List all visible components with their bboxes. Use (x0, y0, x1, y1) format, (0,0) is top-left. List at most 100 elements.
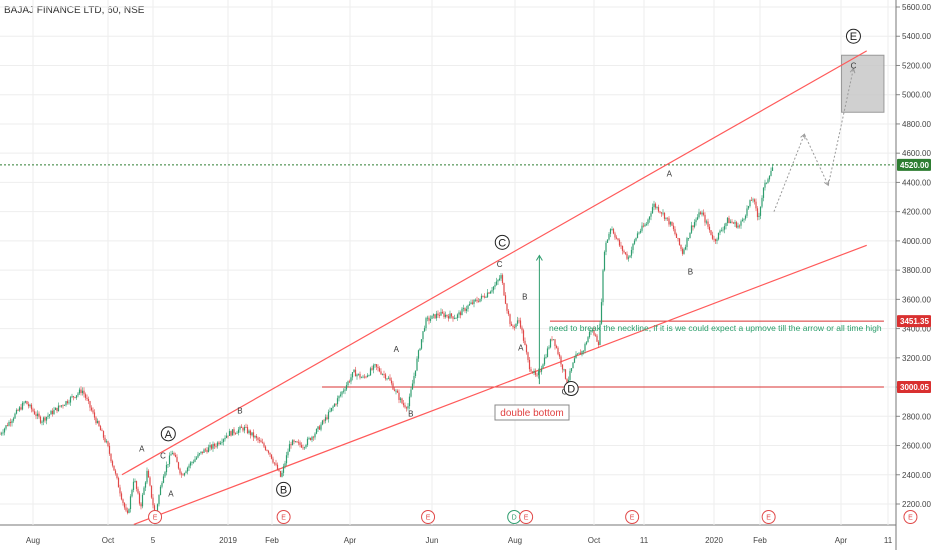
candle (281, 470, 283, 478)
candle (665, 217, 667, 221)
x-tick-label: Apr (835, 536, 848, 545)
candle-body (369, 368, 372, 376)
candle (443, 311, 445, 319)
candle-body (683, 249, 685, 254)
event-marker[interactable]: E (276, 510, 291, 524)
candle-body (318, 426, 321, 430)
candle-body (27, 404, 30, 407)
candle (62, 404, 64, 409)
event-marker[interactable]: E (148, 510, 163, 524)
candle (255, 433, 258, 441)
candle-body (464, 308, 466, 311)
candle (330, 407, 333, 413)
circled-wave-label: C (494, 234, 510, 250)
projection-arrowhead (823, 180, 830, 187)
candle (218, 440, 220, 446)
candle-body (489, 291, 492, 294)
candle (662, 209, 664, 216)
candle (152, 494, 154, 509)
candle (264, 445, 267, 451)
event-marker-circle (625, 510, 640, 524)
event-marker[interactable]: D (507, 510, 522, 524)
candle-body (240, 426, 243, 428)
candle-body (593, 330, 595, 335)
candle-body (47, 415, 49, 417)
candle (587, 336, 589, 343)
candle-body (71, 396, 73, 398)
candle-body (503, 282, 505, 296)
candle (29, 403, 31, 408)
circled-wave-label: D (563, 381, 579, 397)
candle-body (38, 413, 40, 417)
candle-body (408, 396, 411, 407)
candle (429, 315, 432, 323)
event-marker[interactable]: E (519, 510, 534, 524)
candle-body (23, 402, 25, 404)
candle-body (569, 371, 571, 380)
candle (269, 452, 271, 457)
candle-body (647, 219, 649, 224)
candle-body (221, 441, 223, 443)
candle-body (465, 308, 468, 311)
candle-body (381, 374, 384, 375)
candle (104, 434, 106, 444)
candle-body (167, 464, 169, 465)
candle-body (704, 214, 706, 223)
candle (60, 405, 63, 408)
event-marker[interactable]: E (421, 510, 436, 524)
candle-body (692, 225, 694, 227)
candle-body (675, 234, 678, 238)
candle (611, 226, 613, 231)
candle (560, 355, 562, 368)
candle (393, 387, 396, 392)
candle (606, 239, 609, 243)
candle-body (62, 405, 64, 407)
candle (200, 451, 202, 455)
candle (14, 412, 16, 420)
candle (732, 221, 735, 224)
candle (522, 328, 525, 344)
candle-body (164, 472, 166, 477)
candle-body (54, 407, 57, 410)
candle-body (183, 473, 186, 476)
price-label-bg (897, 158, 931, 171)
candle (273, 462, 276, 466)
candle (237, 427, 240, 436)
candle (678, 237, 681, 246)
candle (188, 463, 190, 472)
candle (518, 317, 520, 324)
candle-body (416, 358, 418, 371)
event-marker[interactable]: E (761, 510, 776, 524)
candle-body (95, 417, 97, 424)
candle-body (548, 347, 550, 349)
x-tick-label: 11 (884, 536, 893, 545)
candle (87, 396, 90, 405)
event-marker[interactable]: E (625, 510, 640, 524)
event-marker[interactable]: E (903, 510, 918, 524)
candle (180, 471, 183, 478)
x-tick-label: Oct (588, 536, 601, 545)
candle-body (138, 493, 141, 504)
candle (144, 481, 147, 491)
y-tick-label: 4600.00 (902, 149, 931, 158)
candle-body (252, 432, 255, 438)
candle-body (399, 398, 402, 400)
candle (311, 435, 313, 443)
candle-body (468, 304, 471, 306)
candle (681, 247, 684, 256)
candle-body (507, 310, 510, 315)
candle-body (18, 407, 21, 411)
candle (423, 325, 426, 332)
candle-body (237, 429, 240, 433)
candle (282, 463, 285, 477)
candle (458, 310, 460, 318)
candle (660, 211, 663, 217)
candle (674, 226, 676, 236)
candle (63, 404, 66, 406)
candle-body (453, 318, 456, 319)
candle (689, 232, 691, 239)
price-label-text: 3451.35 (900, 317, 929, 326)
candle (387, 375, 390, 380)
candle-body (104, 437, 106, 442)
